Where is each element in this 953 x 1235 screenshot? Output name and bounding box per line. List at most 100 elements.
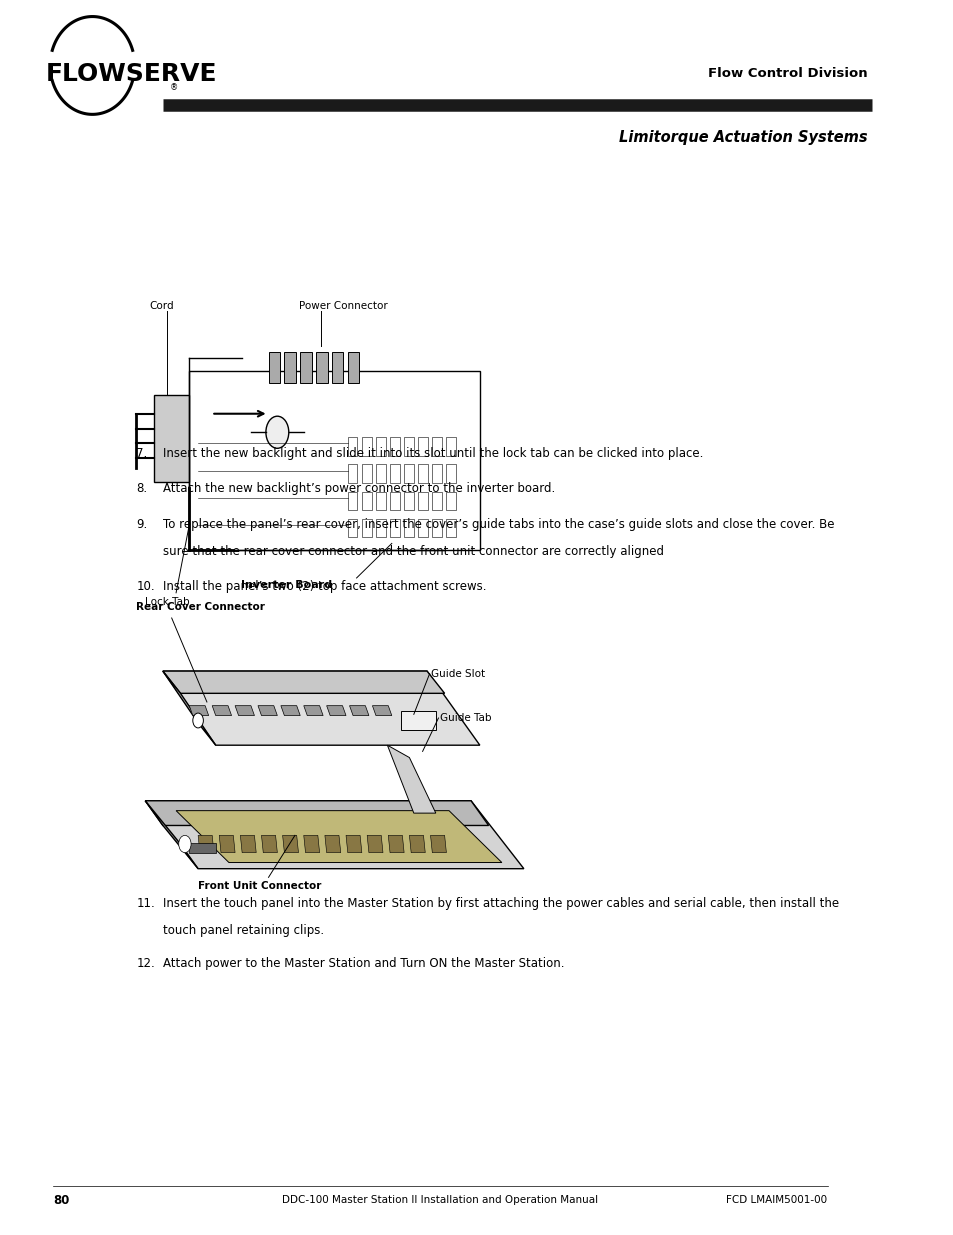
Bar [417,464,428,483]
Bar [390,519,399,537]
Text: 10.: 10. [136,580,155,593]
Polygon shape [176,810,501,862]
Text: touch panel retaining clips.: touch panel retaining clips. [163,924,324,937]
Bar [361,464,371,483]
Text: 9.: 9. [136,517,148,531]
Polygon shape [163,671,479,745]
Bar [300,352,312,383]
Polygon shape [198,835,213,852]
Circle shape [178,835,191,852]
Bar [417,492,428,510]
Text: Flow Control Division: Flow Control Division [707,67,866,80]
Text: Inverter Board: Inverter Board [240,580,332,590]
Bar [361,437,371,456]
Bar [432,437,441,456]
Bar [348,519,357,537]
Polygon shape [145,800,198,868]
Bar [404,519,414,537]
Bar [390,464,399,483]
Bar [348,352,359,383]
Bar [332,352,343,383]
Polygon shape [163,671,215,745]
Polygon shape [430,835,446,852]
Text: Guide Tab: Guide Tab [439,713,491,722]
Text: 7.: 7. [136,447,148,461]
Bar [446,464,456,483]
Text: Insert the new backlight and slide it into its slot until the lock tab can be cl: Insert the new backlight and slide it in… [163,447,702,461]
Polygon shape [145,800,523,868]
Text: Attach the new backlight’s power connector to the inverter board.: Attach the new backlight’s power connect… [163,483,555,495]
Bar [404,492,414,510]
Bar [432,519,441,537]
Polygon shape [372,705,392,715]
Polygon shape [326,705,346,715]
Bar [189,842,215,852]
Text: 80: 80 [52,1194,70,1207]
Polygon shape [163,671,444,693]
Polygon shape [325,835,340,852]
Polygon shape [219,835,234,852]
Bar [375,437,385,456]
Bar [315,352,327,383]
Bar [446,492,456,510]
Bar [446,437,456,456]
Text: Rear Cover Connector: Rear Cover Connector [136,601,265,611]
Polygon shape [154,395,189,482]
Bar [404,437,414,456]
Bar [348,464,357,483]
Bar [284,352,295,383]
Text: sure that the rear cover connector and the front unit connector are correctly al: sure that the rear cover connector and t… [163,545,663,558]
Bar [268,352,279,383]
Text: Attach power to the Master Station and Turn ON the Master Station.: Attach power to the Master Station and T… [163,957,564,969]
Bar [432,464,441,483]
Polygon shape [303,705,323,715]
Polygon shape [349,705,369,715]
Polygon shape [282,835,298,852]
Text: FLOWSERVE: FLOWSERVE [46,62,217,86]
Bar [432,492,441,510]
Polygon shape [409,835,425,852]
Polygon shape [257,705,277,715]
Polygon shape [189,705,209,715]
Polygon shape [145,800,488,825]
Bar [400,710,436,730]
Text: Guide Slot: Guide Slot [431,668,485,678]
Text: 8.: 8. [136,483,148,495]
Bar [404,464,414,483]
Text: Lock Tab: Lock Tab [145,597,190,606]
Text: Limitorque Actuation Systems: Limitorque Actuation Systems [618,130,866,144]
Bar [390,492,399,510]
Polygon shape [346,835,361,852]
Bar [446,519,456,537]
Polygon shape [367,835,382,852]
Text: Cord: Cord [150,301,174,311]
Bar [361,492,371,510]
Bar [361,519,371,537]
Bar [417,437,428,456]
Circle shape [266,416,289,448]
Bar [375,464,385,483]
Text: DDC-100 Master Station II Installation and Operation Manual: DDC-100 Master Station II Installation a… [282,1195,598,1205]
Bar [375,519,385,537]
Polygon shape [234,705,254,715]
Text: ®: ® [170,83,178,93]
Text: 11.: 11. [136,897,155,910]
Text: 12.: 12. [136,957,155,969]
Circle shape [193,713,203,727]
Polygon shape [280,705,300,715]
Bar [348,437,357,456]
Text: Install the panel’s two (2) top face attachment screws.: Install the panel’s two (2) top face att… [163,580,486,593]
Text: FCD LMAIM5001-00: FCD LMAIM5001-00 [726,1195,827,1205]
Text: Power Connector: Power Connector [299,301,388,311]
Polygon shape [240,835,256,852]
Bar [348,492,357,510]
Polygon shape [387,745,436,813]
Bar [375,492,385,510]
Bar [390,437,399,456]
Polygon shape [303,835,319,852]
Text: To replace the panel’s rear cover, insert the cover’s guide tabs into the case’s: To replace the panel’s rear cover, inser… [163,517,834,531]
Bar [417,519,428,537]
Text: Front Unit Connector: Front Unit Connector [198,881,321,890]
Polygon shape [388,835,404,852]
Polygon shape [261,835,277,852]
